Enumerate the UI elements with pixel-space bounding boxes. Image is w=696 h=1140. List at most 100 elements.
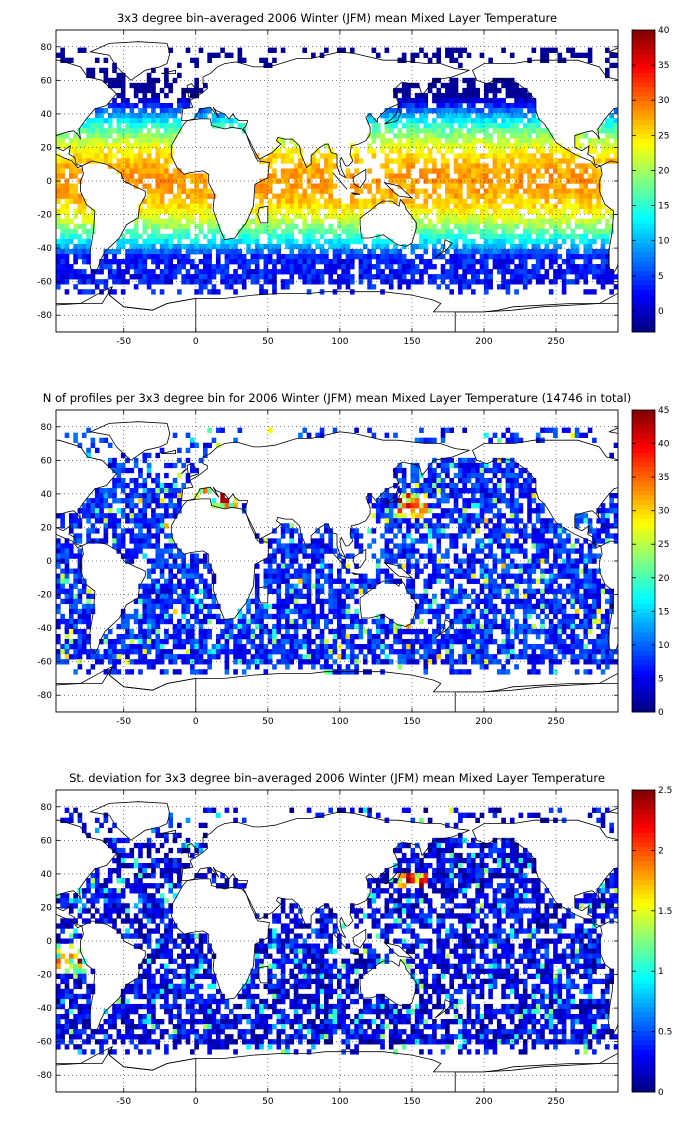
data-bin [60,543,65,549]
data-bin [384,108,390,114]
data-bin [492,259,498,265]
data-bin [600,259,606,265]
data-bin [592,533,597,539]
data-bin [68,269,74,275]
data-bin [228,123,234,129]
data-bin [566,203,571,209]
data-bin [81,248,87,255]
data-bin [328,269,333,275]
data-bin [605,208,610,215]
data-bin [142,482,148,489]
data-bin [509,213,515,220]
data-bin [349,223,355,230]
data-bin [432,97,437,104]
data-bin [362,573,368,579]
data-bin [436,274,442,280]
data-bin [410,274,416,280]
data-bin [488,97,493,104]
data-bin [293,253,299,260]
data-bin [56,553,61,559]
data-bin [531,223,537,230]
data-bin [285,238,290,245]
data-bin [133,158,139,164]
data-bin [60,168,65,174]
data-bin [328,588,333,595]
data-bin [272,213,277,220]
data-bin [466,498,472,504]
data-bin [514,274,519,280]
data-bin [483,188,489,194]
data-bin [613,513,618,519]
data-bin [501,82,506,89]
data-bin [107,269,113,275]
data-bin [509,513,515,519]
data-bin [514,578,519,584]
data-bin [509,269,515,275]
data-bin [341,274,346,280]
data-bin [540,248,545,255]
data-bin [263,259,269,265]
data-bin [94,284,100,290]
data-bin [531,274,537,280]
data-bin [207,52,212,58]
data-bin [164,153,169,159]
data-bin [142,97,148,104]
data-bin [267,248,273,255]
data-bin [81,158,87,164]
data-bin [471,578,476,584]
data-bin [116,113,122,119]
data-bin [553,243,558,250]
data-bin [293,198,299,204]
data-bin [155,488,161,494]
data-bin [453,253,459,260]
data-bin [56,264,61,270]
data-bin [246,223,251,230]
data-bin [120,482,126,489]
data-bin [445,467,450,474]
data-bin [293,269,299,275]
data-bin [419,488,424,494]
data-bin [466,573,472,579]
data-bin [522,143,528,149]
data-bin [596,203,601,209]
data-bin [341,563,346,569]
data-bin [514,218,519,225]
data-bin [172,133,178,139]
data-bin [384,47,390,53]
data-bin [56,138,61,144]
data-bin [241,269,247,275]
data-bin [185,447,191,454]
data-bin [423,553,429,559]
data-bin [414,228,420,235]
data-bin [142,113,148,119]
data-bin [112,82,117,89]
data-bin [133,253,139,260]
data-bin [332,248,338,255]
data-bin [259,198,264,204]
data-bin [99,143,104,149]
data-bin [393,578,398,584]
data-bin [553,558,558,564]
data-bin [345,238,351,245]
data-bin [397,264,403,270]
data-bin [116,123,122,129]
data-bin [380,508,385,514]
data-bin [414,269,420,275]
data-bin [488,508,493,514]
data-bin [56,563,61,569]
data-bin [112,279,117,285]
data-bin [375,269,381,275]
data-bin [483,518,489,524]
data-bin [458,113,463,119]
data-bin [384,118,390,124]
data-bin [419,128,424,134]
data-bin [224,248,230,255]
data-bin [557,173,563,179]
data-bin [155,208,161,215]
data-bin [561,153,567,159]
data-bin [471,158,476,164]
data-bin [388,193,394,199]
data-bin [254,183,260,189]
data-bin [289,228,295,235]
data-bin [553,432,558,438]
